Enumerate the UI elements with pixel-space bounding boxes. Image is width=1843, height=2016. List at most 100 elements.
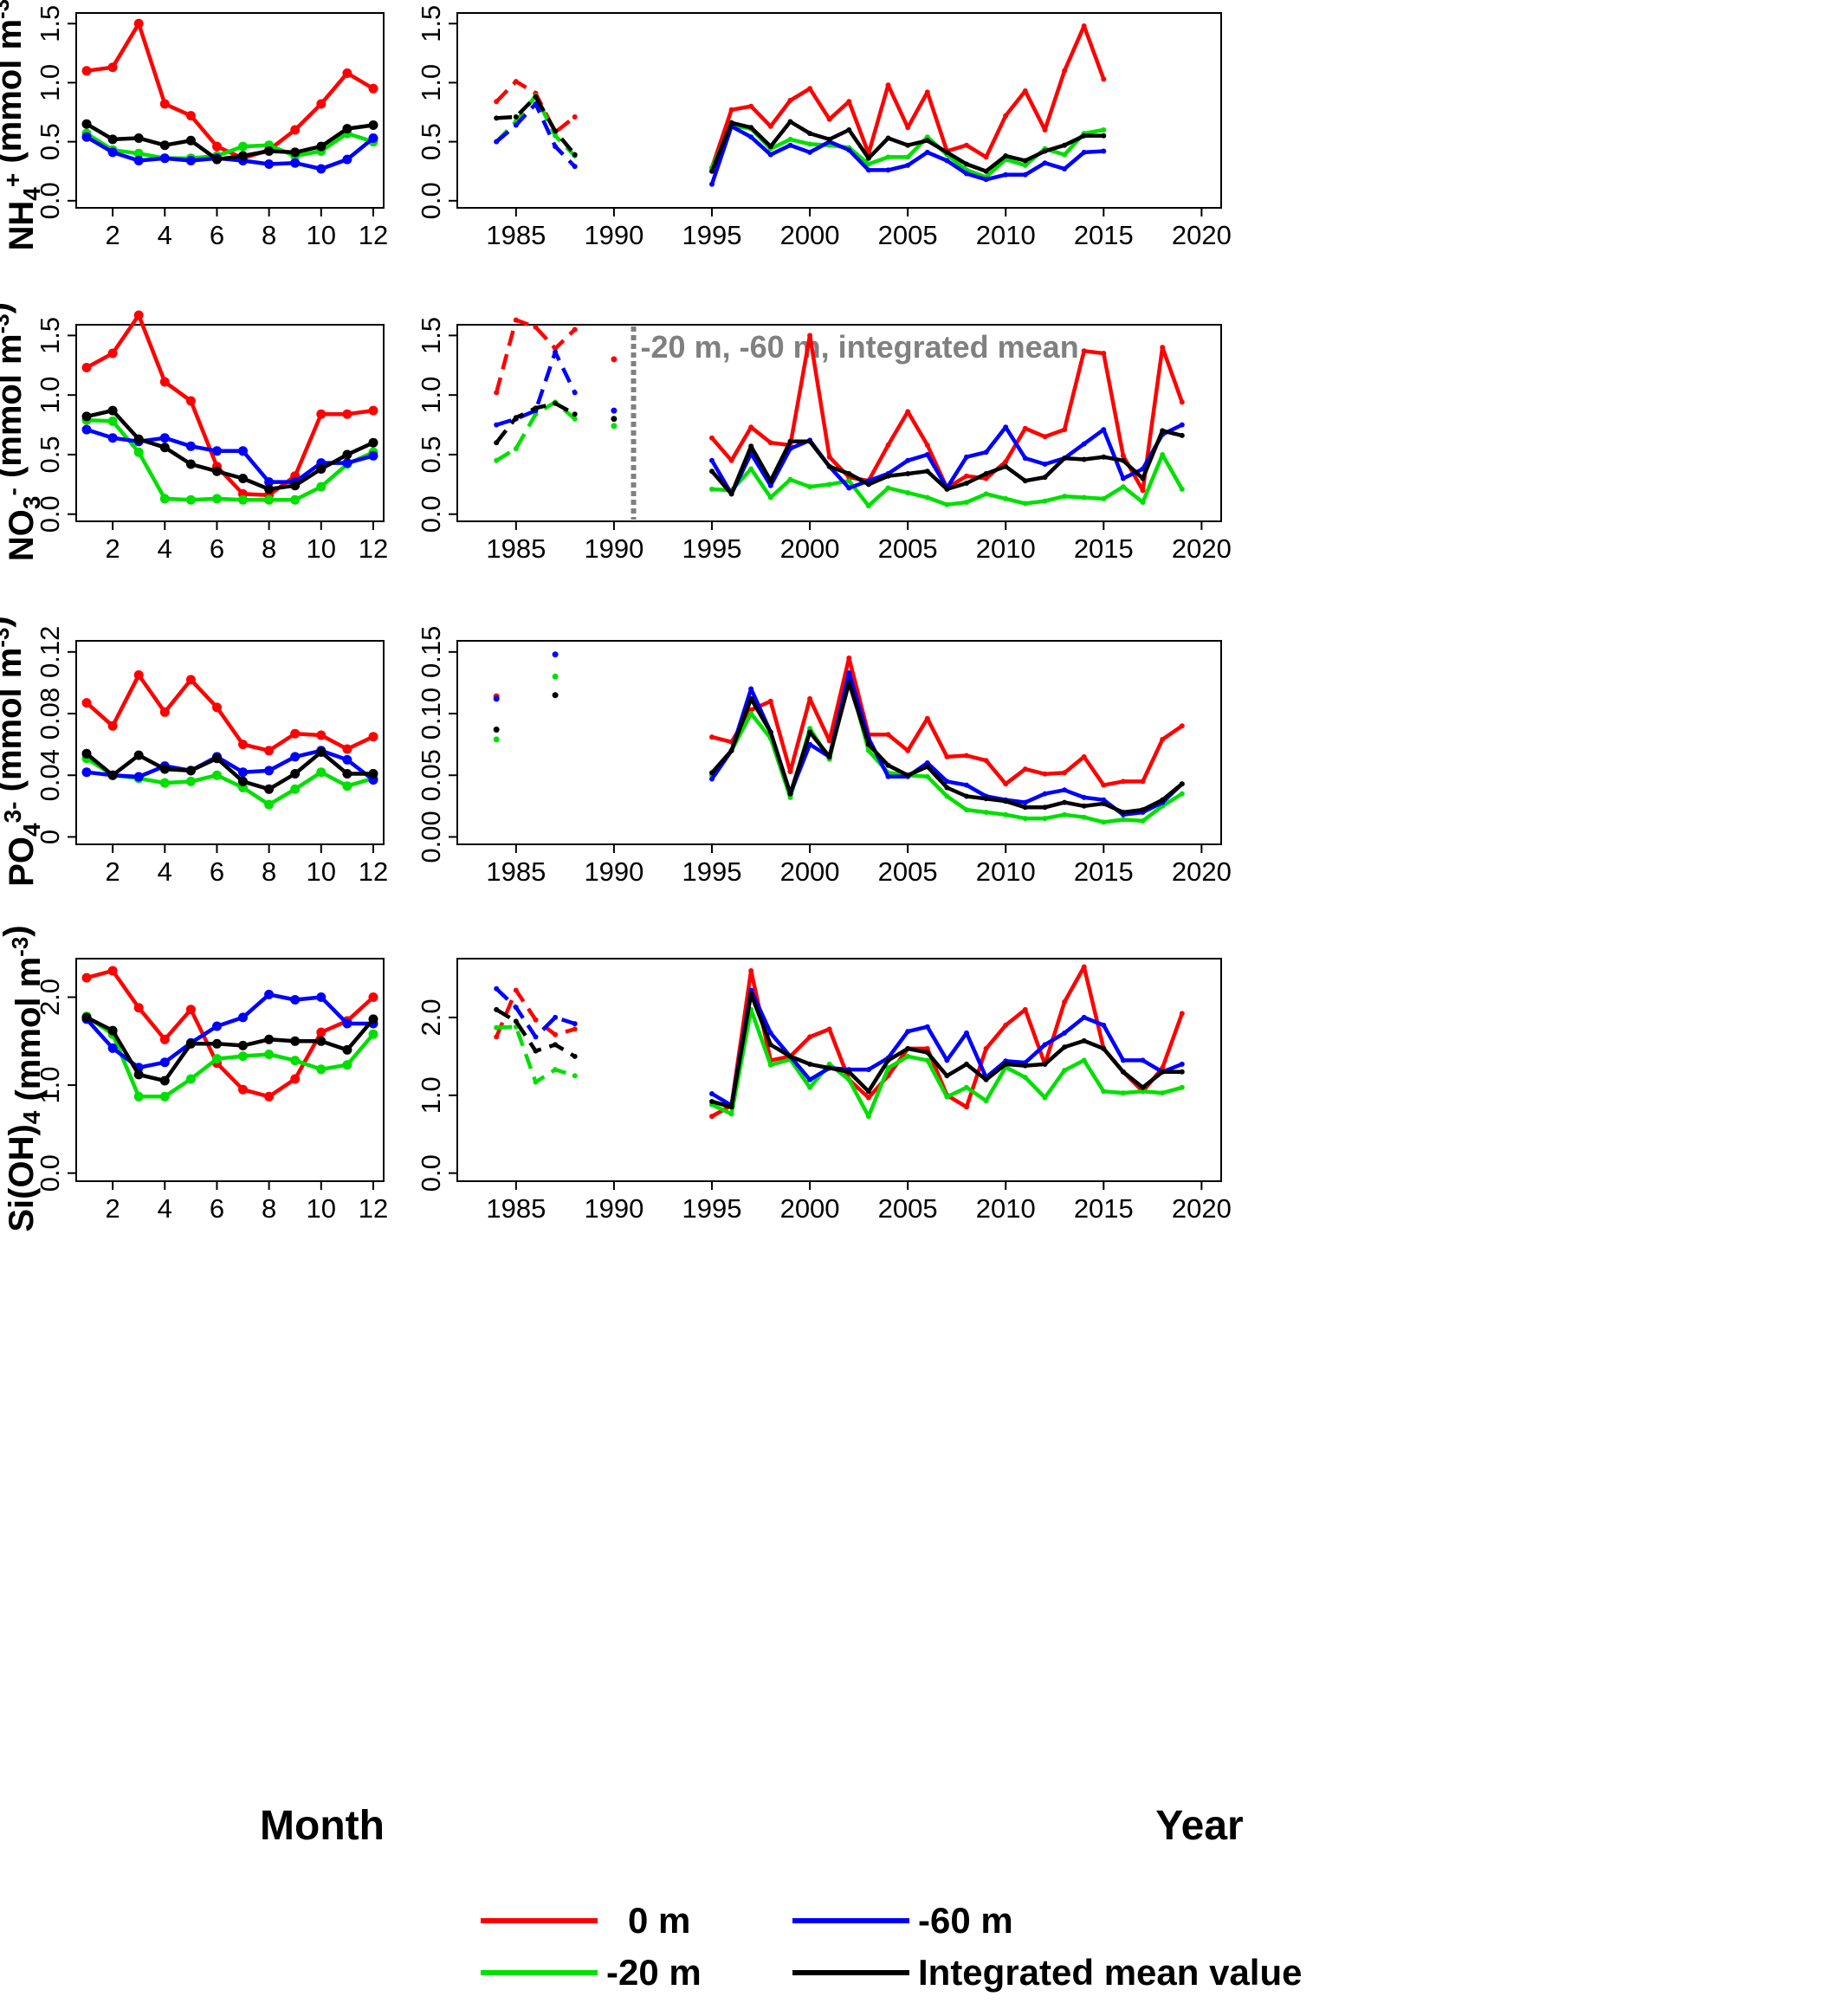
data-point	[1042, 434, 1048, 440]
data-point	[1022, 478, 1028, 484]
data-point	[767, 440, 773, 446]
data-point	[133, 133, 144, 143]
data-point	[728, 107, 734, 113]
x-tick-label: 2020	[1172, 220, 1232, 250]
data-point	[1042, 804, 1048, 811]
x-tick-label: 12	[359, 220, 388, 250]
y-tick-label: 0.0	[416, 1154, 446, 1192]
data-point	[983, 758, 989, 764]
data-point	[944, 785, 950, 791]
plot-frame	[456, 12, 1222, 209]
series-integrated-mean-value	[81, 119, 378, 165]
data-point	[924, 134, 930, 140]
data-point	[983, 177, 989, 183]
data-point	[728, 491, 734, 497]
data-point	[807, 695, 813, 701]
data-point	[159, 377, 170, 387]
data-point	[944, 793, 950, 799]
x-tick-label: 2005	[878, 1193, 938, 1224]
data-point	[924, 1045, 930, 1051]
data-point	[238, 1051, 248, 1062]
data-point	[316, 99, 327, 109]
data-point	[238, 1084, 248, 1095]
data-point	[924, 452, 930, 457]
data-point	[924, 715, 930, 721]
y-tick-label: 0	[35, 830, 65, 844]
data-point	[572, 390, 578, 396]
data-point	[1022, 1075, 1028, 1081]
data-point	[964, 481, 969, 486]
data-point	[553, 346, 559, 352]
data-point	[264, 1091, 275, 1102]
data-point	[81, 698, 92, 708]
x-tick-label: 2000	[780, 533, 840, 564]
data-point	[905, 125, 911, 131]
data-point	[159, 494, 170, 504]
data-point	[787, 97, 793, 103]
data-point	[709, 168, 715, 174]
x-tick-label: 12	[359, 856, 388, 887]
data-point	[290, 158, 301, 168]
legend: 0 m -20 m -60 m Integrated mean value	[481, 1900, 1302, 1993]
data-point	[290, 125, 301, 135]
data-point	[709, 734, 715, 740]
x-tick-label: 1995	[682, 856, 742, 887]
data-point	[1120, 475, 1126, 481]
data-point	[513, 1005, 519, 1011]
data-point	[807, 141, 813, 147]
data-point	[885, 167, 891, 173]
data-point	[748, 711, 754, 716]
data-point	[1062, 1030, 1068, 1036]
data-point	[316, 481, 327, 492]
data-point	[865, 1095, 871, 1101]
y-tick-label: 1.0	[416, 377, 446, 414]
data-point	[107, 134, 118, 145]
data-point	[885, 443, 891, 448]
data-point	[1160, 1090, 1166, 1096]
data-point	[767, 698, 773, 704]
data-point	[159, 140, 170, 151]
data-point	[826, 1065, 832, 1071]
x-tick-label: 8	[262, 1193, 276, 1224]
data-point	[787, 119, 793, 125]
plot-frame	[75, 12, 385, 209]
x-tick-label: 1995	[682, 533, 742, 564]
y-axis-title: NO3- (mmol m-3)	[0, 302, 45, 561]
data-point	[1101, 127, 1107, 132]
x-tick-label: 10	[307, 856, 336, 887]
data-point	[1003, 781, 1009, 787]
x-tick-label: 4	[158, 856, 172, 887]
data-point	[1101, 351, 1107, 356]
data-point	[1179, 422, 1185, 428]
data-point	[807, 484, 813, 490]
data-point	[1003, 1022, 1009, 1028]
data-point	[238, 151, 248, 161]
data-point	[826, 454, 832, 460]
data-point	[1101, 76, 1107, 82]
x-tick-label: 6	[210, 533, 224, 564]
data-point	[1003, 113, 1009, 119]
data-point	[552, 651, 559, 658]
data-point	[807, 131, 813, 137]
data-point	[1160, 345, 1166, 351]
data-point	[709, 1114, 715, 1120]
series-line	[86, 408, 374, 492]
data-point	[1062, 166, 1068, 171]
series-60-m	[494, 985, 1185, 1108]
x-tick-label: 1995	[682, 1193, 742, 1224]
data-point	[983, 475, 989, 481]
data-point	[924, 1024, 930, 1030]
legend-label-60m: -60 m	[918, 1900, 1013, 1941]
data-point	[1003, 798, 1009, 804]
data-point	[767, 1042, 773, 1048]
data-point	[709, 776, 715, 782]
x-tick-label: 8	[262, 220, 276, 250]
data-point	[807, 741, 813, 747]
x-tick-label: 1990	[584, 856, 643, 887]
data-point	[846, 655, 852, 661]
data-point	[964, 807, 969, 813]
data-point	[212, 466, 222, 476]
data-point	[553, 1014, 559, 1020]
data-point	[944, 158, 950, 164]
